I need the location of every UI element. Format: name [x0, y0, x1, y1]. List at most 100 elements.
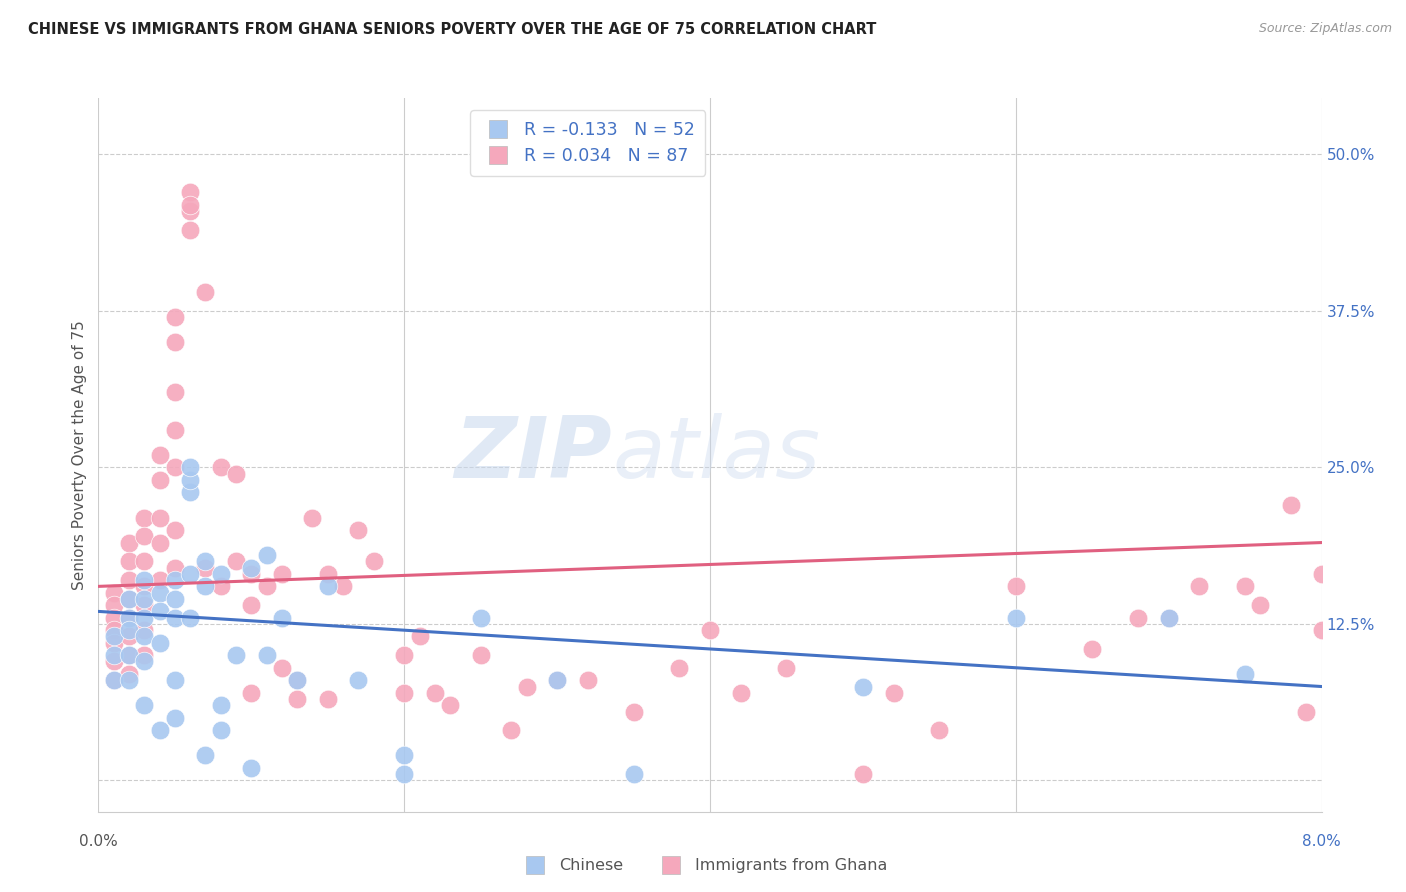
Point [118, 667, 141, 681]
Point [225, 648, 247, 663]
Point [163, 310, 186, 325]
Point [194, 560, 217, 574]
Point [301, 510, 323, 524]
Point [134, 630, 156, 644]
Point [1249, 598, 1271, 612]
Point [316, 579, 339, 593]
Point [103, 673, 125, 688]
Point [852, 680, 875, 694]
Point [256, 579, 278, 593]
Point [209, 460, 232, 475]
Point [1310, 566, 1333, 581]
Point [194, 554, 217, 568]
Point [149, 604, 172, 618]
Point [134, 655, 156, 669]
Point [103, 655, 125, 669]
Point [134, 510, 156, 524]
Point [392, 767, 416, 781]
Point [439, 698, 461, 713]
Point [163, 610, 186, 624]
Point [470, 610, 492, 624]
Point [928, 723, 950, 738]
Point [134, 554, 156, 568]
Point [209, 579, 232, 593]
Point [546, 673, 568, 688]
Point [883, 686, 905, 700]
Legend: Chinese, Immigrants from Ghana: Chinese, Immigrants from Ghana [512, 852, 894, 880]
Point [1004, 610, 1026, 624]
Point [149, 510, 172, 524]
Point [163, 335, 186, 350]
Point [1295, 705, 1317, 719]
Point [163, 673, 186, 688]
Point [149, 573, 172, 587]
Point [270, 610, 294, 624]
Point [163, 591, 186, 606]
Point [134, 610, 156, 624]
Point [270, 661, 294, 675]
Point [163, 423, 186, 437]
Text: 0.0%: 0.0% [79, 834, 118, 849]
Point [392, 686, 416, 700]
Point [149, 473, 172, 487]
Point [775, 661, 797, 675]
Point [163, 385, 186, 400]
Point [149, 448, 172, 462]
Point [134, 598, 156, 612]
Point [1234, 667, 1257, 681]
Point [240, 560, 263, 574]
Point [163, 711, 186, 725]
Point [194, 748, 217, 763]
Point [118, 673, 141, 688]
Point [163, 573, 186, 587]
Point [209, 698, 232, 713]
Point [118, 648, 141, 663]
Point [134, 529, 156, 543]
Point [103, 648, 125, 663]
Point [134, 591, 156, 606]
Point [623, 705, 645, 719]
Point [316, 566, 339, 581]
Point [149, 585, 172, 599]
Point [103, 630, 125, 644]
Point [103, 610, 125, 624]
Point [347, 523, 370, 537]
Point [149, 636, 172, 650]
Point [179, 473, 201, 487]
Point [163, 460, 186, 475]
Point [623, 767, 645, 781]
Point [546, 673, 568, 688]
Point [225, 467, 247, 481]
Point [118, 610, 141, 624]
Point [316, 692, 339, 706]
Point [103, 585, 125, 599]
Point [118, 535, 141, 549]
Point [118, 630, 141, 644]
Text: CHINESE VS IMMIGRANTS FROM GHANA SENIORS POVERTY OVER THE AGE OF 75 CORRELATION : CHINESE VS IMMIGRANTS FROM GHANA SENIORS… [28, 22, 876, 37]
Point [576, 673, 599, 688]
Point [118, 573, 141, 587]
Point [240, 566, 263, 581]
Point [134, 579, 156, 593]
Point [501, 723, 523, 738]
Point [179, 610, 201, 624]
Point [1279, 498, 1302, 512]
Point [179, 460, 201, 475]
Point [285, 673, 308, 688]
Point [118, 554, 141, 568]
Point [103, 623, 125, 637]
Point [285, 692, 308, 706]
Point [118, 610, 141, 624]
Point [118, 623, 141, 637]
Point [408, 630, 430, 644]
Point [163, 523, 186, 537]
Point [392, 648, 416, 663]
Point [179, 197, 201, 211]
Text: ZIP: ZIP [454, 413, 612, 497]
Point [256, 648, 278, 663]
Point [1188, 579, 1211, 593]
Point [179, 185, 201, 199]
Point [347, 673, 370, 688]
Point [103, 673, 125, 688]
Point [118, 648, 141, 663]
